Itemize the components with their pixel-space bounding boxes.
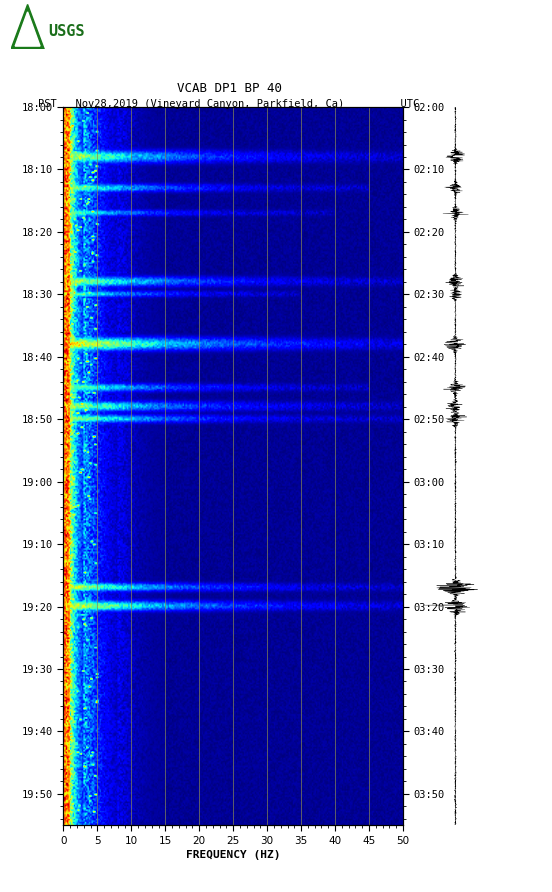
Text: USGS: USGS	[49, 24, 85, 38]
X-axis label: FREQUENCY (HZ): FREQUENCY (HZ)	[186, 850, 280, 860]
Polygon shape	[11, 4, 44, 49]
Text: PST   Nov28,2019 (Vineyard Canyon, Parkfield, Ca)         UTC: PST Nov28,2019 (Vineyard Canyon, Parkfie…	[39, 99, 420, 109]
Text: VCAB DP1 BP 40: VCAB DP1 BP 40	[177, 82, 282, 95]
Polygon shape	[15, 12, 40, 46]
